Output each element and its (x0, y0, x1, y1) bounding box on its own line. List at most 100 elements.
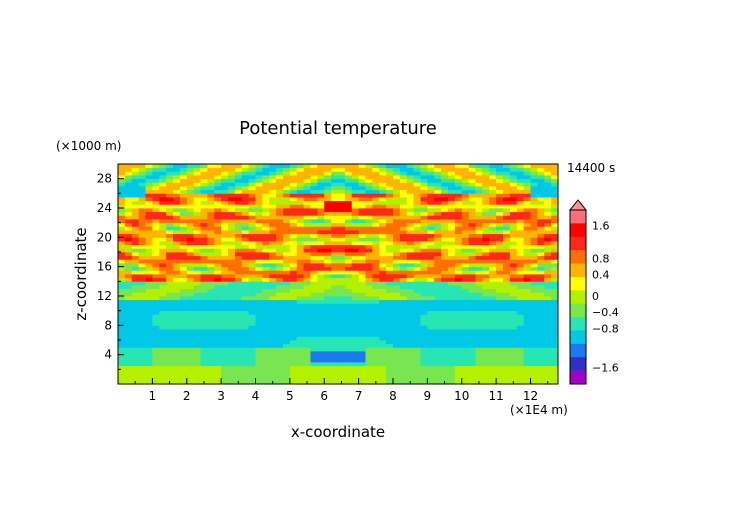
heatmap-cell (530, 200, 538, 205)
heatmap-cell (152, 376, 160, 381)
heatmap-cell (166, 215, 174, 220)
heatmap-cell (454, 197, 463, 202)
heatmap-cell (386, 175, 394, 180)
heatmap-cell (159, 347, 167, 352)
heatmap-cell (434, 365, 442, 370)
heatmap-cell (296, 296, 305, 301)
heatmap-cell (386, 266, 394, 271)
heatmap-cell (454, 200, 463, 205)
heatmap-cell (489, 248, 497, 253)
heatmap-cell (420, 167, 428, 172)
heatmap-cell (138, 314, 146, 319)
heatmap-cell (186, 211, 195, 216)
heatmap-cell (530, 296, 538, 301)
heatmap-cell (179, 285, 188, 290)
heatmap-cell (523, 178, 531, 183)
heatmap-cell (420, 208, 428, 213)
heatmap-cell (427, 354, 435, 359)
heatmap-cell (152, 259, 160, 264)
heatmap-cell (386, 373, 394, 378)
heatmap-cell (509, 274, 518, 279)
heatmap-cell (276, 244, 284, 249)
heatmap-cell (228, 230, 236, 235)
heatmap-cell (523, 197, 531, 202)
heatmap-cell (530, 208, 538, 213)
heatmap-cell (173, 266, 181, 271)
heatmap-cell (193, 380, 201, 385)
heatmap-cell (379, 233, 387, 238)
heatmap-cell (475, 347, 483, 352)
heatmap-cell (234, 277, 243, 282)
heatmap-cell (221, 233, 229, 238)
heatmap-cell (159, 369, 167, 374)
heatmap-cell (152, 248, 160, 253)
heatmap-cell (475, 208, 483, 213)
heatmap-cell (241, 178, 250, 183)
heatmap-cell (200, 204, 208, 209)
heatmap-cell (365, 369, 373, 374)
heatmap-cell (386, 241, 394, 246)
heatmap-cell (530, 263, 538, 268)
heatmap-cell (221, 241, 229, 246)
heatmap-cell (234, 321, 243, 326)
heatmap-cell (393, 182, 401, 187)
heatmap-cell (324, 222, 332, 227)
heatmap-cell (331, 358, 339, 363)
heatmap-cell (468, 255, 476, 260)
heatmap-cell (427, 303, 435, 308)
heatmap-cell (118, 211, 126, 216)
heatmap-cell (317, 255, 325, 260)
heatmap-cell (255, 248, 263, 253)
heatmap-cell (448, 288, 456, 293)
heatmap-cell (530, 244, 538, 249)
heatmap-cell (496, 325, 504, 330)
heatmap-cell (358, 200, 366, 205)
heatmap-cell (152, 296, 160, 301)
heatmap-cell (413, 222, 421, 227)
heatmap-cell (166, 321, 174, 326)
heatmap-cell (496, 362, 504, 367)
heatmap-cell (255, 266, 263, 271)
heatmap-cell (173, 340, 181, 345)
heatmap-cell (241, 244, 250, 249)
heatmap-cell (351, 285, 360, 290)
heatmap-cell (393, 318, 401, 323)
heatmap-cell (358, 259, 366, 264)
heatmap-cell (214, 266, 222, 271)
heatmap-cell (289, 358, 298, 363)
heatmap-cell (179, 336, 188, 341)
heatmap-cell (118, 266, 126, 271)
heatmap-cell (413, 299, 421, 304)
heatmap-cell (166, 244, 174, 249)
heatmap-cell (145, 336, 153, 341)
heatmap-cell (159, 233, 167, 238)
heatmap-cell (269, 270, 277, 275)
heatmap-cell (448, 314, 456, 319)
heatmap-cell (138, 193, 146, 198)
heatmap-cell (248, 318, 256, 323)
heatmap-cell (393, 244, 401, 249)
heatmap-cell (118, 178, 126, 183)
heatmap-cell (200, 274, 208, 279)
heatmap-cell (138, 329, 146, 334)
heatmap-cell (351, 230, 360, 235)
heatmap-cell (351, 226, 360, 231)
heatmap-cell (166, 288, 174, 293)
heatmap-cell (448, 164, 456, 169)
heatmap-cell (537, 233, 545, 238)
heatmap-cell (482, 369, 490, 374)
heatmap-cell (152, 200, 160, 205)
heatmap-cell (310, 178, 318, 183)
heatmap-cell (200, 369, 208, 374)
heatmap-cell (241, 362, 250, 367)
heatmap-cell (331, 380, 339, 385)
heatmap-cell (358, 215, 366, 220)
heatmap-cell (420, 373, 428, 378)
heatmap-cell (262, 296, 270, 301)
heatmap-cell (234, 248, 243, 253)
heatmap-cell (248, 321, 256, 326)
heatmap-cell (434, 343, 442, 348)
heatmap-cell (448, 292, 456, 297)
heatmap-cell (289, 237, 298, 242)
heatmap-cell (468, 351, 476, 356)
